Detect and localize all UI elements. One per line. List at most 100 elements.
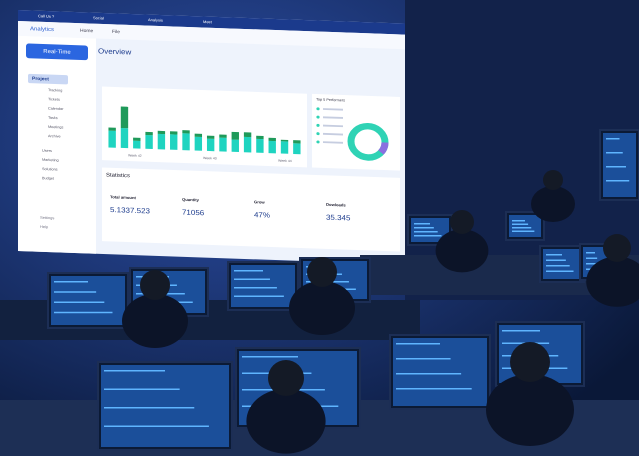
monitor-line [586,263,600,265]
week-label: Week 42 [128,154,142,158]
performer-dot [316,132,320,136]
top-tab[interactable]: Analysis [148,18,163,22]
person-head [307,257,337,287]
monitor-screen [101,365,229,447]
monitor-line [104,425,209,427]
monitor-line [606,166,626,168]
monitor-line [396,388,472,390]
monitor-line [54,291,97,293]
bar-upper [120,106,129,129]
person-head [510,342,550,382]
bar-lower [194,136,203,151]
top-bar [18,10,405,35]
bar-lower [243,136,252,153]
monitor-line [546,254,562,256]
bar-lower [231,139,239,153]
monitor-line [396,373,462,375]
bar-lower [145,134,153,150]
person-body [122,294,188,348]
sidebar-item[interactable]: Budget [42,176,54,180]
sidebar-item[interactable]: Solutions [42,167,58,171]
person-body [486,374,574,446]
bar-upper [170,131,178,135]
person-body [289,281,355,335]
stat-label: Quantity [182,197,200,202]
menu-item[interactable]: Home [80,28,94,34]
sidebar-item[interactable]: Calendar [48,107,64,111]
performer-dot [316,123,320,127]
sidebar-item[interactable]: Marketing [42,158,59,162]
chart-panel [102,86,307,168]
bar-upper [194,133,203,137]
monitor-line [512,230,535,232]
statistics-heading: Statistics [106,173,130,180]
bar-upper [219,134,227,138]
bar-upper [182,130,190,134]
bar-upper [108,127,116,131]
bar-lower [206,138,215,152]
monitor-line [414,227,434,229]
person-body [246,388,326,454]
sidebar-item[interactable]: Users [42,149,52,153]
stat-value: 71056 [182,208,204,217]
menu-item[interactable]: File [112,29,120,35]
statistics-panel [102,167,400,252]
person-body [531,186,575,222]
bar-lower [256,138,264,153]
monitor-line [546,270,574,272]
top-tab[interactable]: Meet [203,20,213,24]
monitor-line [512,227,532,229]
monitor-line [546,259,566,261]
sidebar-footer[interactable]: Help [40,225,48,229]
bar-lower [182,133,190,151]
sidebar [18,35,96,254]
week-label: Week 43 [203,156,217,160]
projection-screen: Call Us ? Social Analysis Meet Analytics Home… [18,10,405,265]
sidebar-item[interactable]: Meetings [48,125,64,129]
monitor-line [396,343,440,345]
bar-upper [133,137,141,141]
bar-lower [280,141,289,154]
menu-bar [18,21,405,50]
performer-line [323,124,343,128]
app-name: Analytics [30,26,54,33]
bar-upper [157,130,166,135]
monitor-line [606,152,623,154]
top-tab[interactable]: Call Us ? [38,14,54,18]
performer-dot [316,140,320,144]
monitor-line [586,257,598,259]
page-title: Overview [98,47,132,57]
monitor-line [414,235,442,237]
bar-lower [157,133,166,150]
sidebar-footer[interactable]: Settings [40,216,54,220]
sidebar-item[interactable]: Tracking [48,88,62,92]
bar-lower [293,143,301,155]
bar-lower [108,130,116,148]
monitor-line [606,180,630,182]
performer-line [323,132,343,136]
week-label: Week 44 [278,159,292,163]
monitor-line [54,311,113,314]
monitor-screen [543,249,581,279]
sidebar-item[interactable]: Archive [48,134,61,138]
monitor-line [54,301,105,303]
real-time-button[interactable] [26,43,88,61]
person-body [586,256,639,307]
performer-dot [316,115,320,119]
performer-line [323,141,343,144]
top-tab[interactable]: Social [93,16,104,20]
person-head [603,234,631,262]
monitor-line [606,138,620,140]
bar-lower [133,140,141,149]
person-body [435,229,489,273]
monitor-screen [393,338,487,406]
sidebar-item[interactable]: Tickets [48,97,60,101]
bar-lower [268,140,276,154]
monitor-screen [51,276,125,325]
monitor-line [502,330,540,332]
monitor-screen [231,265,295,307]
monitor-line [396,358,451,360]
sidebar-item[interactable]: Tasks [48,116,58,120]
